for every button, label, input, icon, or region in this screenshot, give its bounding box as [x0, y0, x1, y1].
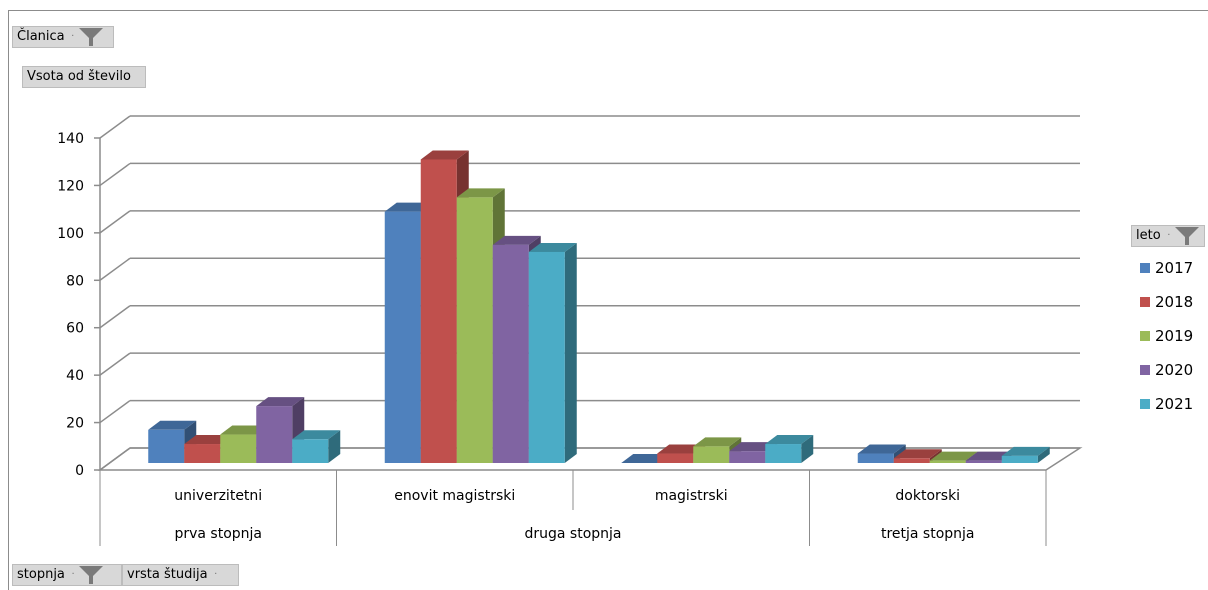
- bar-front: [857, 453, 894, 463]
- bar-top: [693, 437, 742, 447]
- stopnja-filter-label: stopnja: [17, 567, 65, 582]
- bar-front: [220, 434, 257, 463]
- bar-front: [456, 197, 493, 463]
- bar-top: [420, 150, 469, 160]
- bar-front: [384, 211, 421, 463]
- dropdown-dot-icon: ·: [71, 31, 75, 42]
- group-label: druga stopnja: [524, 526, 621, 542]
- bar-front: [528, 251, 565, 463]
- bar-front: [492, 244, 529, 463]
- value-field-button[interactable]: Vsota od število: [22, 66, 146, 88]
- bar-front: [1001, 455, 1038, 463]
- bar-top: [857, 444, 906, 454]
- bar-top: [256, 397, 305, 407]
- bar-side: [328, 430, 341, 463]
- bar-2021-magistrski: [765, 435, 814, 463]
- bar-front: [893, 458, 930, 463]
- y-tick-label: 120: [57, 178, 84, 194]
- bar-front: [657, 453, 694, 463]
- group-label: prva stopnja: [174, 526, 262, 542]
- bar-top: [456, 188, 505, 198]
- bar-side: [801, 435, 814, 463]
- bar-top: [893, 449, 942, 459]
- bar-top: [148, 420, 197, 430]
- bar-2019-magistrski: [693, 437, 742, 463]
- bar-front: [765, 444, 802, 463]
- bar-2021-doktorski: [1001, 446, 1050, 463]
- gridline-side: [99, 352, 131, 376]
- bar-front: [693, 446, 730, 463]
- category-label: univerzitetni: [174, 488, 262, 504]
- bar-front: [965, 460, 1002, 463]
- category-label: doktorski: [895, 488, 960, 504]
- legend-swatch: [1140, 263, 1150, 273]
- legend-label: 2021: [1155, 395, 1194, 413]
- clanica-filter-button[interactable]: Članica ·: [12, 26, 114, 48]
- bar-front: [148, 429, 185, 463]
- leto-filter-label: leto: [1136, 228, 1161, 243]
- value-field-label: Vsota od število: [27, 69, 131, 84]
- clanica-filter-label: Članica: [17, 29, 65, 44]
- category-label: magistrski: [655, 488, 728, 504]
- bar-front: [929, 460, 966, 463]
- bar-front: [184, 444, 221, 463]
- stopnja-axis-filter-button[interactable]: stopnja ·: [12, 564, 122, 586]
- legend-label: 2019: [1155, 327, 1194, 345]
- legend-swatch: [1140, 331, 1150, 341]
- dropdown-dot-icon: ·: [214, 569, 218, 580]
- group-label: tretja stopnja: [881, 526, 975, 542]
- dropdown-dot-icon: ·: [71, 569, 75, 580]
- chart-floor: [97, 447, 1083, 471]
- gridline-side: [99, 399, 131, 424]
- bar-top: [292, 430, 341, 440]
- gridline-side: [99, 210, 131, 234]
- legend-swatch: [1140, 399, 1150, 409]
- bar-front: [292, 439, 329, 463]
- bar-front: [256, 406, 293, 463]
- legend-swatch: [1140, 365, 1150, 375]
- bar-top: [929, 451, 978, 461]
- bar-2021-univerzitetni: [292, 430, 341, 463]
- y-tick-label: 20: [66, 416, 84, 432]
- y-tick-label: 80: [66, 273, 84, 289]
- leto-legend-filter-button[interactable]: leto ·: [1131, 225, 1205, 247]
- dropdown-dot-icon: ·: [1167, 230, 1171, 241]
- bar-front: [729, 451, 766, 463]
- gridline-side: [99, 257, 131, 281]
- bar-side: [564, 242, 577, 463]
- category-label: enovit magistrski: [394, 488, 515, 504]
- bar-top: [765, 435, 814, 445]
- gridline-side: [99, 115, 131, 139]
- y-tick-label: 40: [66, 368, 84, 384]
- y-tick-label: 0: [75, 463, 84, 479]
- y-tick-label: 140: [57, 131, 84, 147]
- legend-swatch: [1140, 297, 1150, 307]
- y-tick-label: 60: [66, 321, 84, 337]
- vrsta-studija-filter-label: vrsta študija: [127, 567, 208, 582]
- legend-label: 2020: [1155, 361, 1194, 379]
- y-tick-label: 100: [57, 226, 84, 242]
- legend-label: 2018: [1155, 293, 1194, 311]
- gridline-side: [99, 305, 131, 329]
- bar-top: [1001, 446, 1050, 456]
- bar-side: [1037, 446, 1050, 463]
- pivot-chart-frame: [8, 10, 1208, 590]
- vrsta-studija-axis-filter-button[interactable]: vrsta študija ·: [122, 564, 239, 586]
- bar-top: [528, 242, 577, 252]
- bar-2021-enovit-magistrski: [528, 242, 577, 463]
- gridline-side: [99, 162, 131, 187]
- legend-label: 2017: [1155, 259, 1194, 277]
- bar-top: [492, 235, 541, 245]
- bar-front: [420, 159, 457, 463]
